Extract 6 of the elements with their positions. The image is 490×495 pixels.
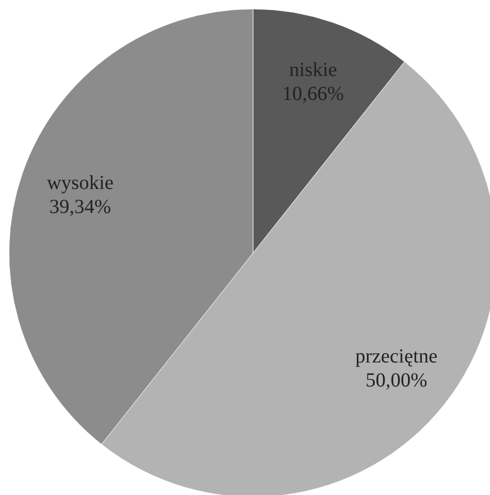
slice-label: niskie [289, 59, 338, 82]
data-label: 39,34% [49, 196, 111, 218]
slice-label: wysokie [46, 172, 114, 194]
slice-label: przeciętne [355, 346, 438, 368]
data-label: 50,00% [366, 370, 428, 392]
data-label: 10,66% [282, 83, 344, 106]
